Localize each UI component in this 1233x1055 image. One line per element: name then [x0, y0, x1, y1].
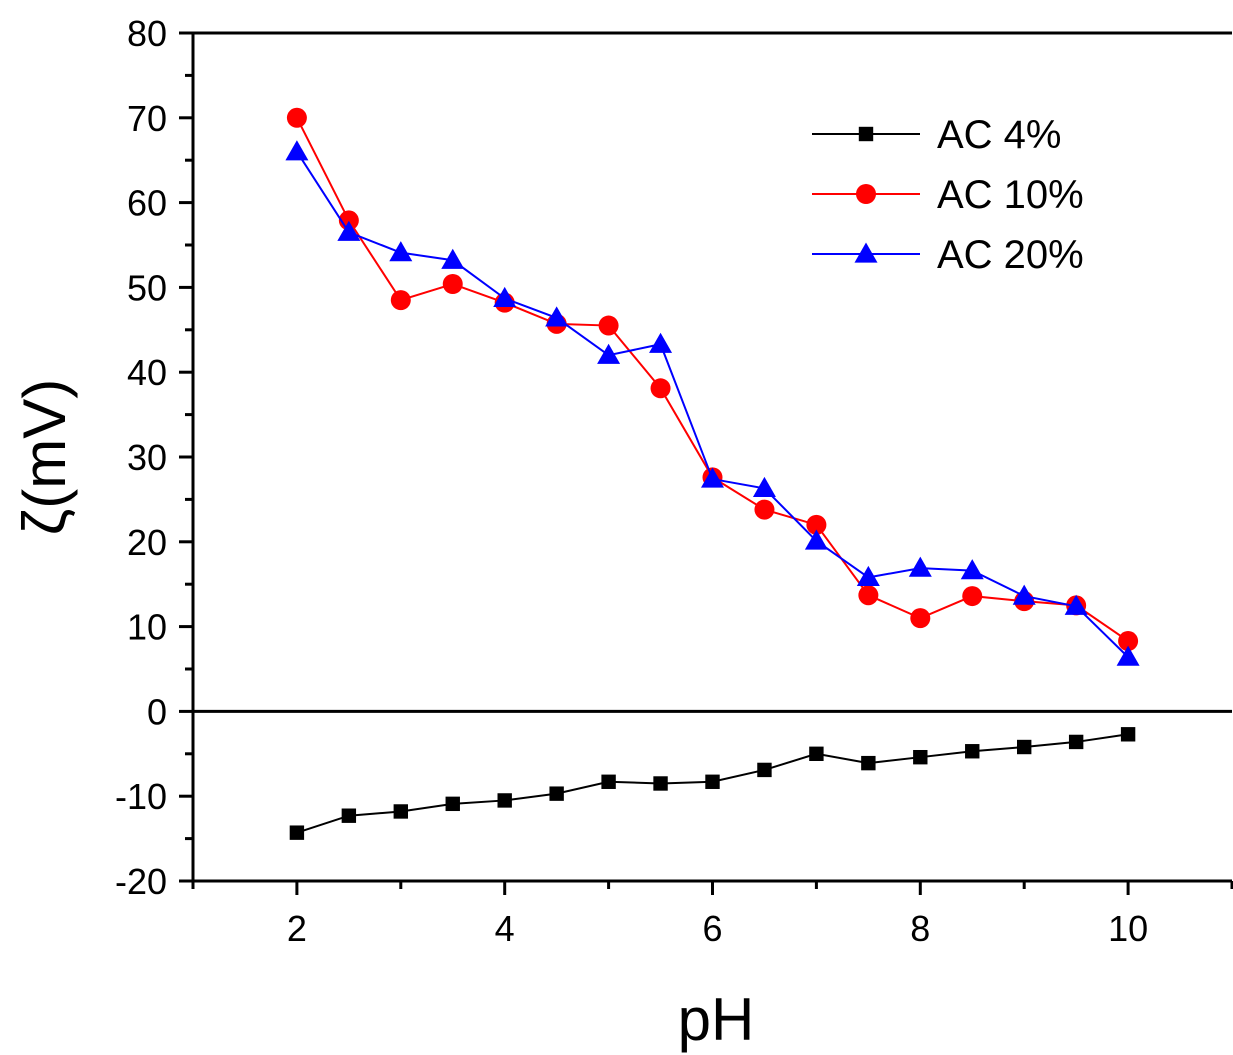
data-point	[337, 220, 361, 241]
data-point	[285, 140, 309, 161]
y-tick-label: 60	[127, 183, 167, 224]
data-point	[389, 241, 413, 262]
data-point	[341, 808, 357, 823]
data-point	[856, 565, 880, 587]
legend-entry: AC 20%	[812, 233, 1084, 277]
data-point	[545, 306, 569, 327]
y-tick-label: 80	[127, 13, 167, 54]
legend-marker	[858, 126, 874, 142]
legend-label: AC 20%	[937, 233, 1084, 277]
x-tick-label: 6	[702, 908, 722, 949]
y-tick-label: 40	[127, 352, 167, 393]
data-point	[1116, 645, 1140, 666]
data-point	[442, 274, 463, 295]
y-tick-label: 70	[127, 98, 167, 139]
ticks: -20 -10 0 10 20 30 40 50 60 70 80 2 4 6 8 10	[115, 13, 1233, 949]
data-point	[908, 556, 932, 577]
data-point	[650, 378, 671, 399]
x-tick-label: 2	[287, 908, 307, 949]
x-tick-label: 4	[495, 908, 515, 949]
y-tick-label: 10	[127, 607, 167, 648]
data-point	[705, 774, 720, 789]
legend-label: AC 10%	[937, 173, 1084, 217]
legend-marker	[854, 242, 878, 263]
axes	[191, 31, 1232, 883]
y-tick-label: 50	[127, 267, 167, 308]
data-point	[493, 286, 517, 308]
legend-entry: AC 10%	[812, 173, 1084, 217]
data-point	[913, 749, 928, 765]
x-tick-label: 8	[910, 908, 930, 949]
data-point	[1064, 594, 1088, 615]
data-point	[754, 499, 775, 520]
y-tick-label: 0	[147, 691, 167, 732]
series-0	[289, 727, 1136, 840]
series-line	[296, 151, 1129, 658]
data-point	[441, 248, 465, 269]
data-point	[601, 774, 616, 789]
data-point	[390, 290, 411, 311]
y-axis-title: ζ(mV)	[11, 379, 78, 535]
data-point	[701, 467, 724, 488]
data-point	[910, 608, 931, 629]
x-tick-label: 10	[1108, 908, 1148, 949]
data-point	[597, 343, 621, 364]
data-point	[1068, 734, 1084, 750]
data-point	[757, 762, 772, 778]
data-point	[286, 107, 307, 128]
y-tick-label: 30	[127, 437, 167, 478]
data-point	[806, 514, 827, 535]
data-point	[965, 744, 980, 759]
data-point	[962, 586, 983, 607]
y-tick-label: -10	[115, 776, 167, 817]
data-point	[960, 559, 984, 580]
data-point	[393, 804, 408, 819]
series-group	[285, 107, 1140, 840]
data-point	[653, 776, 668, 791]
data-point	[804, 529, 828, 550]
data-point	[1120, 727, 1136, 742]
data-point	[861, 755, 876, 771]
data-point	[809, 746, 824, 761]
data-point	[497, 793, 512, 808]
data-point	[1012, 584, 1036, 605]
data-point	[445, 796, 460, 812]
legend-label: AC 4%	[937, 113, 1062, 157]
legend-marker	[856, 184, 876, 204]
data-point	[752, 476, 776, 498]
legend: AC 4% AC 10% AC 20%	[812, 113, 1084, 277]
data-point	[1017, 739, 1032, 755]
data-point	[549, 786, 564, 801]
x-axis-title: pH	[678, 986, 755, 1053]
data-point	[649, 332, 673, 353]
data-point	[1118, 631, 1139, 652]
data-point	[858, 585, 879, 606]
legend-entry: AC 4%	[812, 113, 1062, 157]
data-point	[598, 315, 619, 336]
y-tick-label: 20	[127, 522, 167, 563]
data-point	[289, 825, 305, 840]
y-tick-label: -20	[115, 861, 167, 902]
series-2	[285, 140, 1140, 666]
